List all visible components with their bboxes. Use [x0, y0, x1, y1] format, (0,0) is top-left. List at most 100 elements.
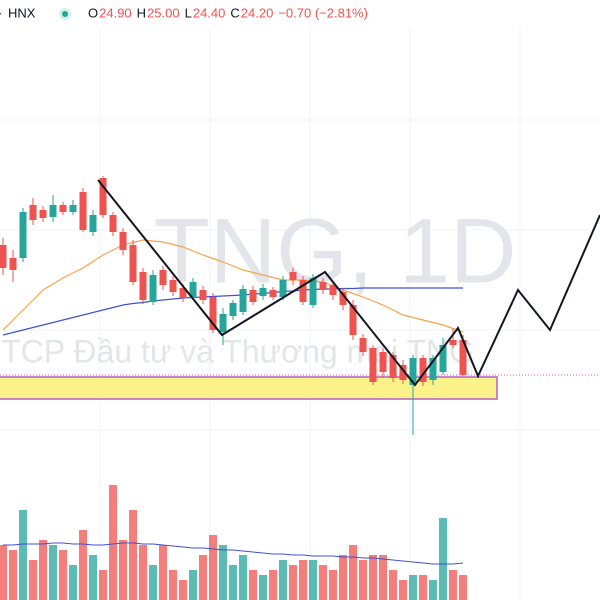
- legend-value: 24.90: [99, 5, 132, 20]
- volume-bar: [269, 570, 277, 600]
- candle-body: [49, 205, 57, 217]
- separator: ·: [0, 5, 2, 20]
- candle-body: [269, 290, 277, 297]
- candle-body: [449, 340, 457, 345]
- volume-bar: [49, 545, 57, 600]
- candle-body: [79, 192, 87, 230]
- volume-bar: [209, 535, 217, 600]
- candle-body: [369, 348, 377, 382]
- volume-bar: [179, 580, 187, 600]
- candle-body: [69, 205, 77, 212]
- volume-bar: [69, 565, 77, 600]
- volume-bar: [149, 565, 157, 600]
- volume-bar: [29, 560, 37, 600]
- volume-bar: [289, 565, 297, 600]
- candle-body: [239, 289, 247, 312]
- volume-bar: [419, 575, 427, 600]
- volume-bar: [369, 555, 377, 600]
- candle-body: [299, 280, 307, 302]
- candle-body: [339, 292, 347, 305]
- volume-bar: [39, 540, 47, 600]
- candle-body: [429, 358, 437, 380]
- volume-bar: [249, 570, 257, 600]
- volume-bar: [399, 580, 407, 600]
- exchange: HNX: [8, 5, 36, 20]
- candle-body: [189, 282, 197, 298]
- moving-average-line: [2, 287, 463, 336]
- candle-body: [219, 314, 227, 332]
- volume-bar: [119, 540, 127, 600]
- marks: [0, 176, 600, 600]
- header-background: [0, 0, 600, 28]
- candle-body: [119, 232, 127, 250]
- candle-body: [129, 245, 137, 282]
- candle-body: [209, 297, 217, 330]
- volume-bar: [299, 560, 307, 600]
- candle-body: [199, 290, 207, 300]
- candle-body: [29, 205, 37, 220]
- candle-body: [289, 272, 297, 280]
- candle-body: [139, 272, 147, 300]
- candle-body: [439, 345, 447, 372]
- candle-body: [319, 282, 327, 290]
- candle-body: [169, 280, 177, 292]
- candle-body: [279, 280, 287, 297]
- volume-bar: [329, 570, 337, 600]
- legend-label: H: [137, 5, 146, 20]
- ohlc-legend: O 24.90 H 25.00 L 24.40 C 24.20 −0.70 (−2.81%): [88, 5, 368, 20]
- candle-body: [359, 338, 367, 352]
- volume-bar: [459, 575, 467, 600]
- volume-bar: [9, 550, 17, 600]
- candle-body: [179, 288, 187, 298]
- candle-body: [89, 215, 97, 232]
- volume-bar: [99, 570, 107, 600]
- drawn-pattern: [97, 179, 600, 387]
- volume-bar: [109, 485, 117, 600]
- volume-bar: [229, 565, 237, 600]
- volume-bar: [239, 555, 247, 600]
- candle-body: [389, 355, 397, 378]
- volume-bar: [89, 555, 97, 600]
- candle-body: [349, 305, 357, 335]
- candle-body: [9, 258, 17, 270]
- candle-body: [379, 352, 387, 372]
- candle-body: [99, 178, 107, 215]
- moving-average-line: [2, 239, 464, 333]
- volume-bar: [409, 575, 417, 600]
- volume-bar: [129, 510, 137, 600]
- change: −0.70 (−2.81%): [278, 5, 368, 20]
- candle-body: [259, 288, 267, 296]
- candle-body: [229, 303, 237, 316]
- volume-ma-line: [3, 542, 464, 565]
- volume-bar: [319, 565, 327, 600]
- candle-body: [419, 358, 427, 382]
- volume-bar: [259, 575, 267, 600]
- volume-bar: [79, 530, 87, 600]
- legend-label: C: [230, 5, 239, 20]
- legend-label: L: [185, 5, 192, 20]
- candle-body: [399, 365, 407, 380]
- volume-bar: [379, 555, 387, 600]
- legend-label: O: [88, 5, 98, 20]
- volume-bar: [449, 570, 457, 600]
- candle-body: [309, 278, 317, 305]
- candle-body: [409, 358, 417, 385]
- candle-body: [249, 290, 257, 302]
- volume-bar: [219, 545, 227, 600]
- volume-bar: [59, 550, 67, 600]
- volume-bar: [169, 570, 177, 600]
- volume-bar: [439, 518, 447, 600]
- volume-bar: [349, 545, 357, 600]
- candle-body: [459, 340, 467, 375]
- volume-bar: [0, 545, 7, 600]
- volume-bar: [309, 560, 317, 600]
- candle-body: [329, 285, 337, 295]
- candle-body: [39, 210, 47, 218]
- candle-body: [19, 212, 27, 258]
- legend-value: 24.20: [241, 5, 274, 20]
- candle-body: [59, 205, 67, 212]
- volume-bar: [389, 570, 397, 600]
